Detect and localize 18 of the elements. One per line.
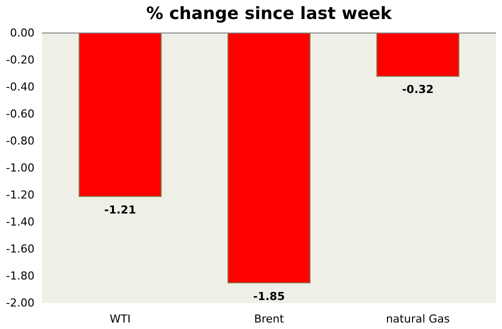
y-tick-label: -1.20 xyxy=(6,188,34,202)
y-tick-label: -1.80 xyxy=(6,270,34,282)
x-tick-label: WTI xyxy=(110,312,131,326)
chart-title: % change since last week xyxy=(146,4,392,24)
x-tick-label: Brent xyxy=(254,312,285,326)
y-tick-label: -1.00 xyxy=(6,162,34,174)
data-label: -1.85 xyxy=(253,290,285,303)
y-tick-label: 0.00 xyxy=(10,26,34,40)
y-tick-label: -1.60 xyxy=(6,242,34,256)
y-tick-label: -0.20 xyxy=(6,54,34,66)
y-tick-label: -0.80 xyxy=(6,134,34,148)
x-tick-label: natural Gas xyxy=(386,312,450,326)
y-tick-label: -2.00 xyxy=(6,296,34,310)
y-tick-label: -0.60 xyxy=(6,108,34,120)
data-label: -1.21 xyxy=(104,203,136,216)
y-tick-label: -0.40 xyxy=(6,80,34,94)
y-tick-label: -1.40 xyxy=(6,216,34,228)
data-label: -0.32 xyxy=(402,83,434,96)
